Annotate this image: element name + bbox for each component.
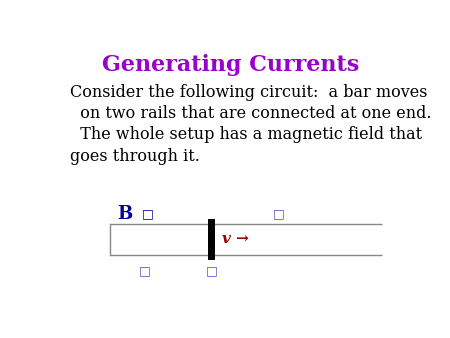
Text: □: □: [142, 207, 153, 220]
Text: B: B: [117, 204, 133, 223]
Text: Consider the following circuit:  a bar moves: Consider the following circuit: a bar mo…: [70, 83, 427, 100]
Text: Generating Currents: Generating Currents: [102, 54, 359, 76]
Text: v →: v →: [222, 232, 249, 246]
Bar: [207, 219, 215, 260]
Text: on two rails that are connected at one end.: on two rails that are connected at one e…: [70, 105, 432, 122]
Text: □: □: [273, 207, 284, 220]
Text: goes through it.: goes through it.: [70, 147, 200, 165]
Text: □: □: [140, 264, 151, 277]
Text: The whole setup has a magnetic field that: The whole setup has a magnetic field tha…: [70, 126, 422, 143]
Text: □: □: [206, 264, 217, 277]
